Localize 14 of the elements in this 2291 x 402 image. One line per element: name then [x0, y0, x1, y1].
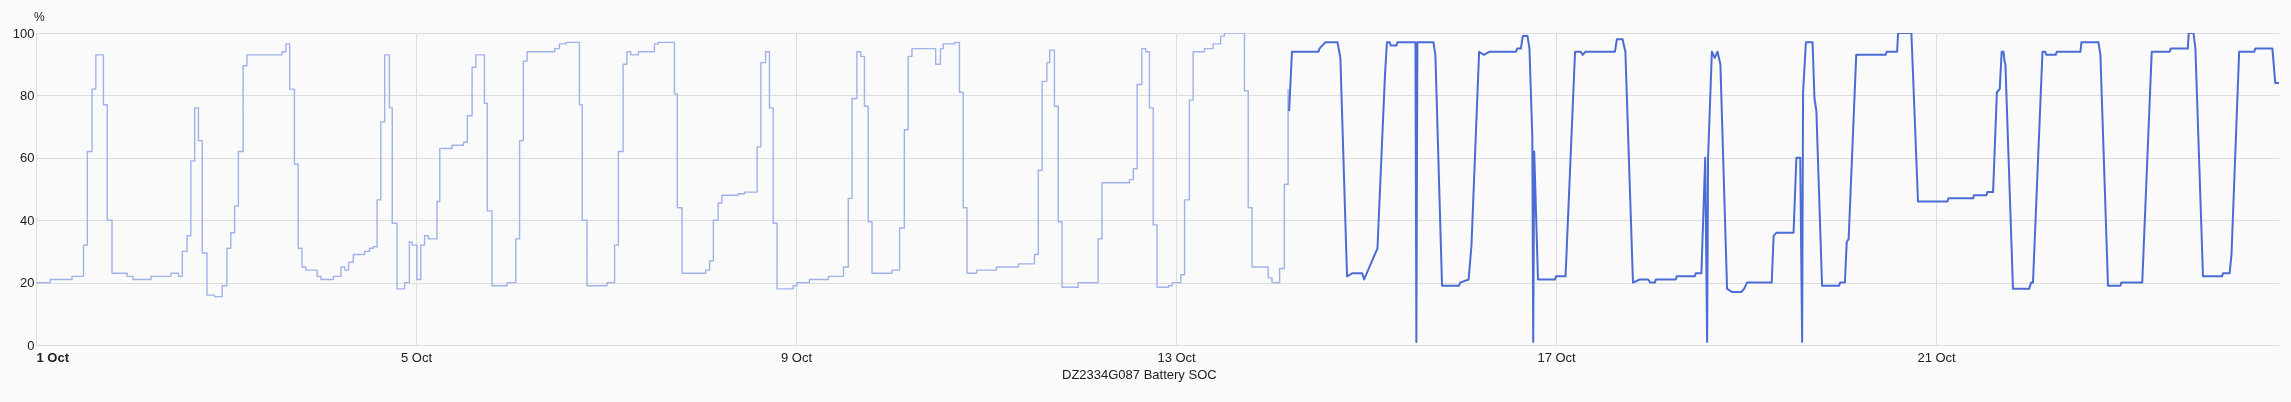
x-tick-label: 5 Oct — [400, 349, 433, 365]
y-tick-label: 100 — [12, 25, 35, 41]
y-tick-label: 0 — [27, 337, 35, 353]
y-tick-label: 80 — [20, 87, 35, 103]
x-tick-label: 9 Oct — [780, 349, 813, 365]
y-tick-label: 60 — [20, 150, 35, 166]
text: DZ2334G087 Battery SOC — [1062, 367, 1217, 382]
x-tick-label: 13 Oct — [1157, 349, 1197, 365]
x-tick-label: 21 Oct — [1917, 349, 1957, 365]
y-axis-title: % — [34, 10, 45, 24]
y-tick-label: 20 — [20, 275, 35, 291]
x-tick-label: 17 Oct — [1537, 349, 1577, 365]
x-tick-label: 1 Oct — [36, 349, 70, 365]
y-tick-label: 40 — [20, 212, 35, 228]
